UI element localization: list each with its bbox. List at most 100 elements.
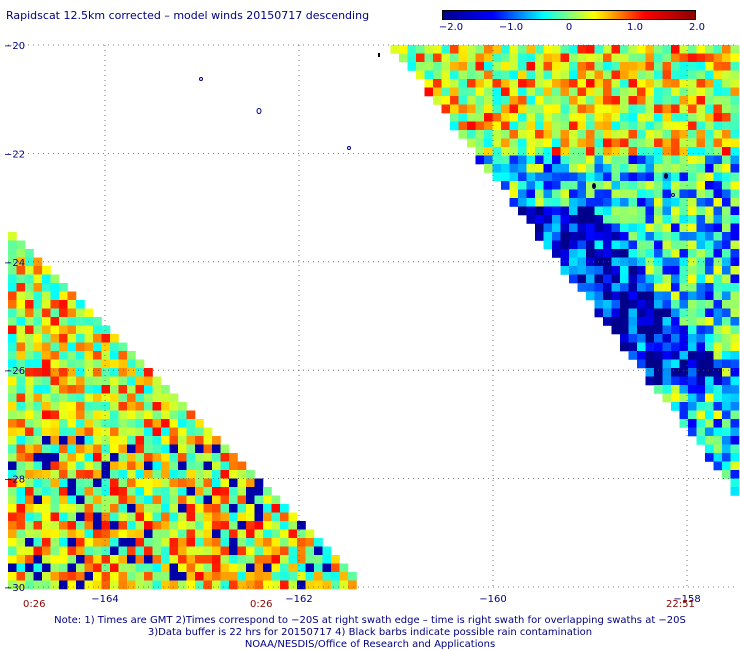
swath-cell [569,121,578,131]
swath-cell [288,555,298,564]
swath-cell [620,249,629,258]
swath-cell [484,70,493,80]
swath-cell [654,206,663,216]
swath-cell [169,427,179,437]
swath-cell [484,96,493,105]
swath-cell [696,104,706,114]
swath-cell [535,104,544,114]
swath-cell [671,368,680,377]
swath-cell [84,580,94,590]
swath-cell [722,351,731,360]
swath-cell [203,572,213,581]
swath-cell [246,529,255,539]
swath-cell [101,385,111,394]
swath-cell [509,79,519,88]
swath-cell [713,419,723,428]
swath-cell [195,538,204,547]
swath-cell [713,155,723,165]
swath-cell [59,555,68,564]
swath-cell [679,291,689,301]
swath-cell [229,487,238,496]
swath-cell [722,444,731,454]
swath-cell [67,342,77,352]
swath-cell [654,87,663,97]
swath-cell [679,96,689,105]
swath-cell [152,487,162,496]
swath-cell [450,45,459,54]
swath-cell [603,121,612,131]
swath-cell [25,266,34,275]
swath-cell [569,96,578,105]
swath-cell [620,198,629,207]
swath-cell [628,189,638,199]
swath-cell [84,521,94,530]
rain-contamination-marks [199,53,675,197]
swath-cell [110,436,119,445]
swath-cell [679,104,689,114]
swath-cell [59,308,68,318]
swath-cell [535,181,544,190]
swath-cell [671,130,680,139]
swath-cell [492,79,502,88]
swath-cell [229,521,238,530]
swath-cell [186,504,196,513]
swath-cell [33,563,43,573]
swath-cell [586,164,595,173]
swath-cell [246,580,255,590]
swath-cell [594,121,604,131]
swath-cell [628,266,638,275]
swath-cell [93,521,102,530]
swath-cell [237,487,247,496]
swath-cell [93,444,102,454]
swath-cell [424,45,434,54]
swath-cell [492,113,502,122]
swath-cell [186,546,196,556]
swath-cell [722,147,731,156]
swath-cell [161,546,170,556]
swath-cell [594,308,604,318]
swath-cell [178,512,187,522]
swath-cell [526,104,536,114]
swath-cell [662,342,672,352]
swath-cell [475,130,485,139]
swath-cell [569,172,578,182]
swath-cell [509,164,519,173]
swath-cell [212,529,221,539]
swath-cell [59,376,68,386]
swath-cell [654,189,663,199]
swath-cell [688,87,697,97]
swath-cell [492,147,502,156]
swath-cell [441,104,451,114]
swath-cell [484,62,493,71]
swath-cell [671,266,680,275]
swath-cell [127,546,136,556]
swath-cell [628,240,638,250]
swath-cell [416,62,425,71]
swath-cell [84,342,94,352]
swath-cell [59,478,68,488]
swath-cell [76,436,85,445]
swath-cell [212,495,221,505]
swath-cell [271,504,281,513]
swath-cell [42,495,51,505]
swath-cell [93,419,102,428]
swath-cell [679,300,689,309]
swath-cell [688,198,697,207]
swath-cell [679,206,689,216]
swath-cell [458,53,468,63]
swath-cell [628,300,638,309]
swath-cell [611,189,621,199]
swath-cell [543,104,553,114]
swath-cell [101,546,111,556]
swath-cell [280,572,289,581]
swath-cell [76,444,85,454]
swath-cell [611,104,621,114]
swath-cell [688,291,697,301]
swath-cell [101,529,111,539]
swath-cell [93,487,102,496]
swath-cell [135,529,145,539]
swath-cell [713,87,723,97]
swath-cell [297,580,306,590]
swath-cell [577,45,587,54]
swath-cell [654,172,663,182]
